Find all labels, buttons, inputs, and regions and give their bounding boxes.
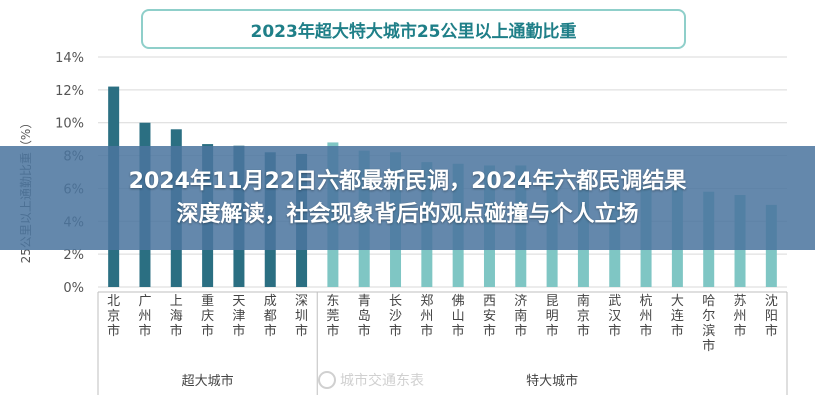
x-tick-label-char: 滨	[702, 323, 715, 339]
x-tick-label-char: 圳	[295, 309, 308, 324]
x-tick-label-char: 市	[452, 323, 465, 339]
headline-overlay: 2024年11月22日六都最新民调，2024年六都民调结果 深度解读，社会现象背…	[0, 146, 815, 250]
x-tick-label-char: 汉	[608, 309, 621, 324]
x-tick-label-char: 安	[483, 309, 496, 324]
chart-title-box: 2023年超大特大城市25公里以上通勤比重	[141, 9, 686, 49]
watermark: 城市交通东表	[318, 368, 498, 392]
x-tick-label-char: 上	[170, 294, 183, 309]
x-tick-label-char: 郑	[420, 294, 433, 309]
chart-title: 2023年超大特大城市25公里以上通勤比重	[250, 21, 577, 42]
x-tick-label-char: 大	[671, 294, 684, 309]
x-tick-label-char: 庆	[201, 309, 214, 324]
x-tick-label-char: 市	[671, 323, 684, 339]
x-tick-label-char: 杭	[640, 294, 653, 309]
x-tick-label-char: 长	[389, 294, 402, 309]
x-tick-label-char: 深	[295, 294, 308, 309]
x-tick-label-char: 市	[326, 323, 339, 339]
x-tick-label-char: 哈	[702, 294, 715, 309]
x-tick-label-char: 佛	[452, 294, 465, 309]
x-tick-label-char: 市	[483, 323, 496, 339]
headline-line-1: 2024年11月22日六都最新民调，2024年六都民调结果	[128, 169, 687, 194]
y-tick-label: 0%	[63, 281, 84, 296]
x-tick-label-char: 武	[608, 294, 621, 309]
x-tick-label-char: 南	[577, 293, 590, 309]
y-tick-label: 14%	[55, 51, 84, 66]
x-tick-label-char: 济	[514, 294, 527, 309]
x-tick-label-char: 州	[734, 309, 747, 324]
x-tick-label-char: 岛	[358, 308, 371, 324]
group-label: 特大城市	[526, 373, 578, 389]
x-tick-label-char: 成	[264, 294, 277, 309]
x-tick-label-char: 尔	[702, 309, 715, 324]
x-tick-label-char: 青	[358, 294, 371, 309]
group-label: 超大城市	[182, 373, 234, 389]
x-tick-label-char: 苏	[734, 293, 747, 309]
x-tick-label-char: 天	[232, 294, 245, 309]
x-tick-label-char: 西	[483, 294, 496, 309]
y-tick-label: 10%	[55, 117, 84, 132]
x-tick-label-char: 市	[264, 323, 277, 339]
x-tick-label-char: 市	[295, 323, 308, 339]
x-tick-label-char: 市	[358, 323, 371, 339]
x-tick-label-char: 北	[107, 294, 120, 309]
x-tick-label-char: 沙	[389, 309, 402, 324]
x-tick-label-char: 京	[577, 309, 590, 324]
x-tick-label-char: 都	[264, 309, 277, 324]
x-tick-label-char: 市	[765, 323, 778, 339]
y-tick-label: 2%	[63, 248, 84, 263]
x-tick-label-char: 市	[389, 323, 402, 339]
x-tick-label-char: 阳	[765, 309, 778, 324]
x-tick-label-char: 海	[170, 309, 183, 324]
x-tick-label-char: 市	[640, 323, 653, 339]
x-tick-label-char: 沈	[765, 294, 778, 309]
x-tick-label-char: 京	[107, 309, 120, 324]
x-tick-label-char: 市	[170, 323, 183, 339]
x-tick-label-char: 莞	[326, 309, 339, 324]
x-tick-label-char: 市	[608, 323, 621, 339]
x-tick-label-char: 州	[640, 309, 653, 324]
x-tick-label-char: 市	[138, 323, 151, 339]
x-tick-label-char: 州	[138, 309, 151, 324]
watermark-text: 城市交通东表	[340, 373, 424, 389]
x-tick-label-char: 市	[232, 323, 245, 339]
x-tick-label-char: 市	[107, 323, 120, 339]
x-tick-label-char: 津	[232, 309, 245, 324]
headline-line-2: 深度解读，社会现象背后的观点碰撞与个人立场	[176, 202, 639, 227]
x-tick-label-char: 州	[420, 309, 433, 324]
x-tick-label-char: 市	[201, 323, 214, 339]
x-tick-label-char: 重	[201, 293, 214, 309]
x-tick-label-char: 市	[577, 323, 590, 339]
x-tick-label-char: 连	[671, 308, 684, 324]
y-tick-label: 12%	[55, 84, 84, 99]
x-tick-label-char: 东	[326, 294, 339, 309]
x-tick-label-char: 山	[452, 309, 465, 324]
x-tick-label-char: 广	[138, 294, 151, 309]
x-tick-label-char: 南	[514, 308, 527, 324]
watermark-logo-icon	[318, 371, 336, 389]
x-tick-label-char: 市	[546, 323, 559, 339]
x-tick-label-char: 市	[734, 323, 747, 339]
x-tick-label-char: 市	[514, 323, 527, 339]
x-tick-label-char: 市	[420, 323, 433, 339]
x-tick-label-char: 明	[546, 309, 559, 324]
x-tick-label-char: 昆	[546, 294, 559, 309]
x-tick-label-char: 市	[702, 338, 715, 354]
